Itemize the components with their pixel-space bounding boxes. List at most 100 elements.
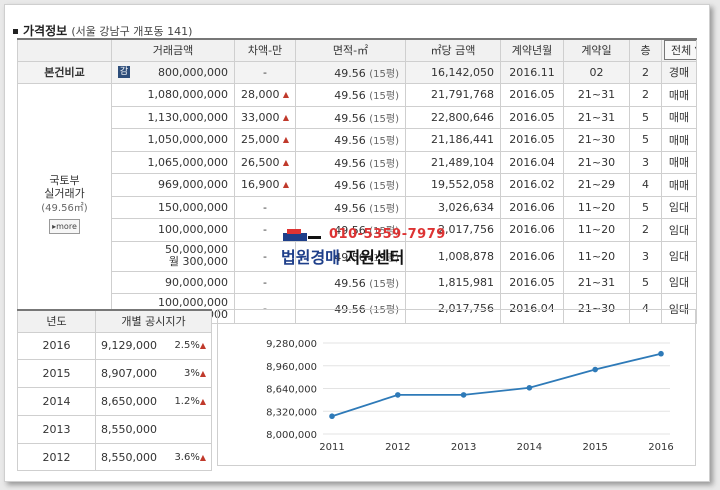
contract-ym-cell: 2016.05 (500, 105, 564, 129)
land-row: 2013 8,550,000 (17, 414, 212, 444)
contract-ym-cell: 2016.04 (500, 150, 564, 174)
header-contract-day: 계약일 (563, 38, 630, 62)
header-per-m2: ㎡당 금액 (405, 38, 501, 62)
deal-type-cell: 임대 (661, 195, 697, 219)
land-year: 2012 (17, 442, 96, 472)
x-tick-label: 2016 (648, 442, 673, 453)
header-blank (17, 38, 112, 62)
header-floor: 층 (629, 38, 662, 62)
increase-arrow-icon: ▲ (199, 452, 206, 462)
per-m2-cell: 3,026,634 (405, 195, 501, 219)
contract-ym-cell: 2016.02 (500, 173, 564, 197)
price-cell: 1,080,000,000 (111, 83, 235, 107)
contract-ym-cell: 2016.06 (500, 240, 564, 272)
header-price: 거래금액 (111, 38, 235, 62)
x-tick-label: 2013 (451, 442, 476, 453)
compare-per-m2: 16,142,050 (405, 60, 501, 84)
compare-floor: 2 (629, 60, 662, 84)
per-m2-cell: 19,552,058 (405, 173, 501, 197)
table-row: 1,050,000,000 25,000 ▲ 49.56 (15평) 21,186,44… (18, 128, 697, 152)
deal-type-cell: 임대 (661, 270, 697, 294)
bullet-square-icon (13, 29, 18, 34)
floor-cell: 5 (629, 270, 662, 294)
contract-day-cell: 21~31 (563, 83, 630, 107)
header-area: 면적-㎡ (295, 38, 406, 62)
per-m2-cell: 1,008,878 (405, 240, 501, 272)
table-row: 국토부 실거래가 (49.56㎡) ▸more 1,080,000,000 28,000 ▲… (17, 83, 697, 324)
compare-label: 본건비교 (17, 60, 112, 84)
group-label-cell: 국토부 실거래가 (49.56㎡) ▸more (17, 83, 112, 324)
land-value-cell: 8,550,000 (95, 414, 212, 444)
contract-day-cell: 21~29 (563, 173, 630, 197)
land-value-cell: 8,550,000 3.6%▲ (95, 442, 212, 472)
land-row: 2015 8,907,000 3%▲ (17, 359, 212, 389)
x-tick-label: 2011 (319, 442, 344, 453)
section-title: 가격정보 (서울 강남구 개포동 141) (13, 22, 192, 39)
more-button[interactable]: ▸more (49, 218, 80, 234)
contract-day-cell: 21~30 (563, 293, 630, 324)
deal-type-cell: 임대 (661, 293, 697, 324)
floor-cell: 3 (629, 150, 662, 174)
diff-cell: - (234, 240, 296, 272)
compare-price: 800,000,000 (158, 65, 228, 79)
compare-price-cell: 감 800,000,000 (111, 60, 235, 84)
land-change: 1.2%▲ (174, 395, 206, 407)
floor-cell: 3 (629, 240, 662, 272)
contract-day-cell: 21~30 (563, 150, 630, 174)
increase-arrow-icon: ▲ (282, 90, 289, 100)
contract-ym-cell: 2016.04 (500, 293, 564, 324)
land-year: 2013 (17, 414, 96, 444)
type-filter-select[interactable]: 전체 ▼ (664, 40, 696, 60)
area-cell: 49.56 (15평) (295, 105, 406, 129)
table-row: 90,000,000-49.56 (15평) 1,815,981 2016.05 21… (18, 270, 697, 294)
increase-arrow-icon: ▲ (282, 180, 289, 190)
per-m2-cell: 21,489,104 (405, 150, 501, 174)
deal-type-cell: 매매 (661, 105, 697, 129)
compare-diff: - (234, 60, 296, 84)
increase-arrow-icon: ▲ (282, 135, 289, 145)
price-cell: 90,000,000 (111, 270, 235, 294)
compare-day: 02 (563, 60, 630, 84)
floor-cell: 2 (629, 83, 662, 107)
group-label-line1: 국토부 (49, 173, 80, 187)
data-point (526, 384, 533, 391)
land-value: 8,550,000 (101, 422, 157, 436)
diff-cell: 26,500 ▲ (234, 150, 296, 174)
land-row: 2016 9,129,000 2.5%▲ (17, 331, 212, 361)
data-point (592, 366, 598, 373)
land-year: 2016 (17, 331, 96, 361)
land-value-cell: 8,907,000 3%▲ (95, 359, 212, 389)
land-value: 9,129,000 (101, 339, 157, 353)
area-cell: 49.56 (15평) (295, 150, 406, 174)
y-tick-label: 9,280,000 (266, 339, 317, 350)
area-cell: 49.56 (15평) (295, 173, 406, 197)
land-change: 3.6%▲ (174, 451, 206, 463)
header-year: 년도 (17, 309, 96, 333)
location-text: (서울 강남구 개포동 141) (71, 25, 193, 38)
price-cell: 50,000,000 월 300,000 (111, 240, 235, 272)
area-cell: 49.56 (15평) (295, 270, 406, 294)
header-diff: 차액-만 (234, 38, 296, 62)
compare-area: 49.56 (15평) (295, 60, 406, 84)
diff-cell: - (234, 270, 296, 294)
increase-arrow-icon: ▲ (199, 369, 206, 379)
contract-ym-cell: 2016.05 (500, 83, 564, 107)
land-value: 8,907,000 (101, 367, 157, 381)
area-cell: 49.56 (15평) (295, 195, 406, 219)
header-contract-ym: 계약년월 (500, 38, 564, 62)
area-cell: 49.56 (15평) (295, 128, 406, 152)
diff-cell: - (234, 218, 296, 242)
floor-cell: 5 (629, 195, 662, 219)
land-change: 2.5%▲ (174, 340, 206, 352)
y-tick-label: 8,960,000 (266, 362, 317, 373)
floor-cell: 5 (629, 128, 662, 152)
land-price-table: 년도 개별 공시지가 2016 9,129,000 2.5%▲ 2015 8,907,0… (17, 309, 212, 472)
diff-cell: 28,000 ▲ (234, 83, 296, 107)
data-point (395, 392, 401, 398)
compare-row: 본건비교 감 800,000,000 - 49.56 (15평) 16,142,0… (17, 60, 697, 84)
price-cell: 1,065,000,000 (111, 150, 235, 174)
floor-cell: 4 (629, 293, 662, 324)
table-row: 50,000,000 월 300,000-49.56 (15평) 1,008,878… (18, 240, 697, 272)
floor-cell: 5 (629, 105, 662, 129)
data-point (329, 413, 335, 420)
